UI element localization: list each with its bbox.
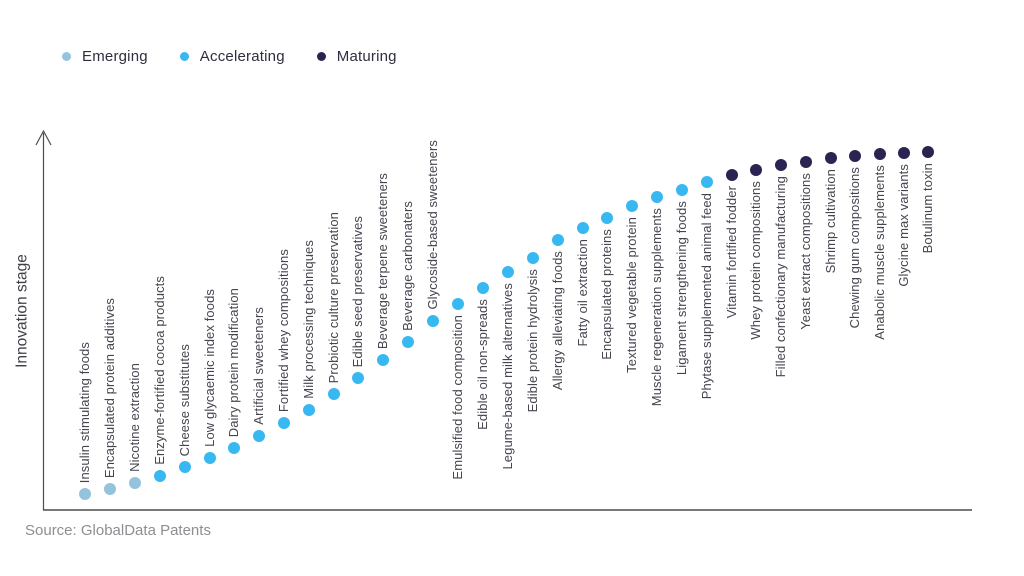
legend-label-accelerating: Accelerating	[199, 48, 285, 65]
legend: Emerging Accelerating Maturing	[62, 48, 397, 65]
data-point-dot	[179, 461, 191, 473]
data-point-label: Cheese substitutes	[177, 343, 192, 456]
data-point-dot	[701, 176, 713, 188]
data-point-dot	[825, 152, 837, 164]
data-point-dot	[402, 336, 414, 348]
data-point-label: Milk processing techniques	[301, 240, 316, 399]
data-point-label: Emulsified food composition	[450, 315, 465, 480]
data-point-dot	[800, 156, 812, 168]
data-point-dot	[377, 354, 389, 366]
data-point-dot	[204, 452, 216, 464]
legend-label-maturing: Maturing	[336, 48, 397, 65]
data-point-label: Insulin stimulating foods	[77, 341, 92, 483]
data-point-label: Beverage carbonaters	[400, 201, 415, 331]
data-point-label: Whey protein compositions	[748, 181, 763, 340]
data-point-dot	[278, 417, 290, 429]
data-point-dot	[849, 150, 861, 162]
data-point-dot	[552, 234, 564, 246]
data-point-label: Edible oil non-spreads	[475, 299, 490, 430]
emerging-dot-icon	[62, 52, 71, 61]
data-point-label: Phytase supplemented animal feed	[699, 193, 714, 400]
accelerating-dot-icon	[179, 52, 189, 61]
legend-item-emerging: Emerging	[62, 48, 148, 65]
data-point-label: Textured vegetable protein	[624, 217, 639, 373]
legend-item-maturing: Maturing	[316, 48, 397, 65]
data-point-dot	[676, 184, 688, 196]
data-point-dot	[651, 191, 663, 203]
data-point-label: Nicotine extraction	[127, 363, 142, 472]
data-point-label: Encapsulated proteins	[599, 229, 614, 360]
data-point-label: Ligament strengthening foods	[674, 201, 689, 376]
data-point-label: Beverage terpene sweeteners	[375, 172, 390, 349]
data-point-dot	[79, 488, 91, 500]
data-point-dot	[502, 266, 514, 278]
data-point-label: Botulinum toxin	[920, 163, 935, 254]
data-point-dot	[427, 315, 439, 327]
data-point-label: Chewing gum compositions	[847, 167, 862, 329]
legend-label-emerging: Emerging	[82, 48, 148, 65]
data-point-dot	[328, 388, 340, 400]
data-point-label: Enzyme-fortified cocoa products	[152, 276, 167, 465]
data-point-label: Artificial sweeteners	[251, 307, 266, 425]
data-point-label: Fortified whey compositions	[276, 248, 291, 412]
data-point-label: Low glycaemic index foods	[202, 289, 217, 447]
data-point-dot	[452, 298, 464, 310]
data-point-label: Edible protein hydrolysis	[525, 269, 540, 413]
data-point-dot	[527, 252, 539, 264]
data-point-dot	[726, 169, 738, 181]
data-point-label: Muscle regeneration supplements	[649, 208, 664, 407]
data-point-label: Anabolic muscle supplements	[872, 165, 887, 340]
data-point-label: Vitamin fortified fodder	[724, 186, 739, 319]
data-point-label: Encapsulated protein additives	[102, 297, 117, 478]
data-point-label: Glycine max variants	[896, 164, 911, 287]
data-point-label: Glycoside-based sweeteners	[425, 140, 440, 310]
data-point-dot	[303, 404, 315, 416]
data-point-dot	[750, 164, 762, 176]
data-point-dot	[129, 477, 141, 489]
data-point-label: Filled confectionary manufacturing	[773, 176, 788, 378]
data-point-label: Fatty oil extraction	[575, 239, 590, 347]
data-point-label: Edible seed preservatives	[350, 215, 365, 367]
data-point-dot	[352, 372, 364, 384]
data-point-dot	[228, 442, 240, 454]
data-point-dot	[477, 282, 489, 294]
source-note: Source: GlobalData Patents	[25, 522, 211, 539]
data-point-label: Shrimp cultivation	[823, 169, 838, 274]
data-point-label: Dairy protein modification	[226, 287, 241, 437]
data-point-label: Probiotic culture preservation	[326, 211, 341, 383]
data-point-label: Legume-based milk alternatives	[500, 283, 515, 470]
data-point-dot	[775, 159, 787, 171]
data-point-dot	[898, 147, 910, 159]
data-point-dot	[601, 212, 613, 224]
data-point-dot	[154, 470, 166, 482]
data-point-label: Allergy alleviating foods	[550, 251, 565, 391]
data-point-dot	[874, 148, 886, 160]
data-point-dot	[922, 146, 934, 158]
data-point-dot	[577, 222, 589, 234]
data-point-dot	[626, 200, 638, 212]
data-point-label: Yeast extract compositions	[798, 173, 813, 330]
data-point-dot	[104, 483, 116, 495]
data-point-dot	[253, 430, 265, 442]
legend-item-accelerating: Accelerating	[179, 48, 285, 65]
maturing-dot-icon	[316, 52, 326, 61]
